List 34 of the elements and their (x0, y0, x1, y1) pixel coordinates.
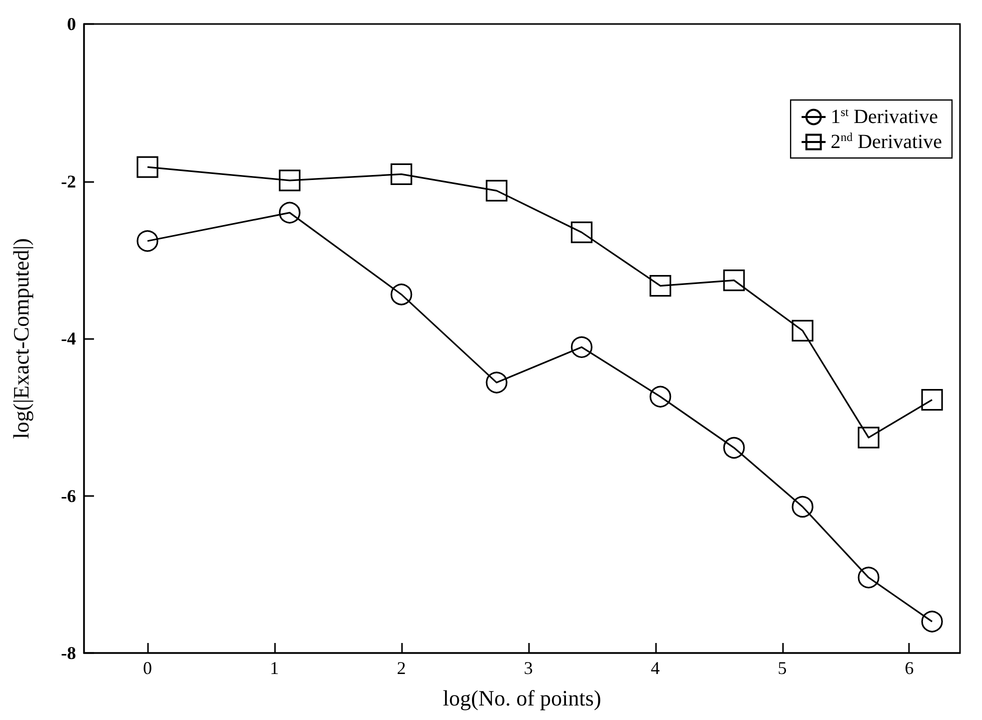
point (390, 163, 412, 185)
y-tick-label: -8 (61, 643, 76, 663)
point (570, 336, 592, 358)
point (486, 372, 508, 394)
x-tick-label: 5 (778, 658, 787, 678)
y-axis-title: log(|Exact-Computed|) (8, 238, 34, 439)
x-tick-label: 0 (142, 658, 152, 678)
y-tick-label: -2 (61, 171, 76, 192)
x-tick-label: 3 (524, 658, 533, 678)
point (858, 426, 880, 448)
point (486, 180, 508, 202)
point (858, 566, 880, 588)
point (278, 202, 300, 224)
point (921, 389, 943, 411)
y-tick-label: -6 (61, 486, 76, 506)
point (136, 230, 158, 252)
x-tick-label: 1 (270, 658, 279, 678)
point (723, 436, 745, 459)
point (136, 156, 158, 178)
point (650, 386, 672, 408)
point (650, 275, 672, 297)
point (921, 610, 943, 632)
point (278, 170, 300, 192)
point (390, 284, 412, 306)
x-tick-label: 2 (396, 658, 406, 678)
point (570, 222, 592, 244)
y-tick-label: -4 (61, 328, 76, 348)
point (792, 496, 814, 518)
x-tick-label: 4 (650, 658, 660, 678)
point (792, 320, 814, 342)
x-tick-label: 6 (904, 658, 914, 678)
point (723, 270, 745, 292)
x-axis-title: log(No. of points) (442, 686, 602, 710)
y-tick-label: 0 (67, 14, 76, 34)
